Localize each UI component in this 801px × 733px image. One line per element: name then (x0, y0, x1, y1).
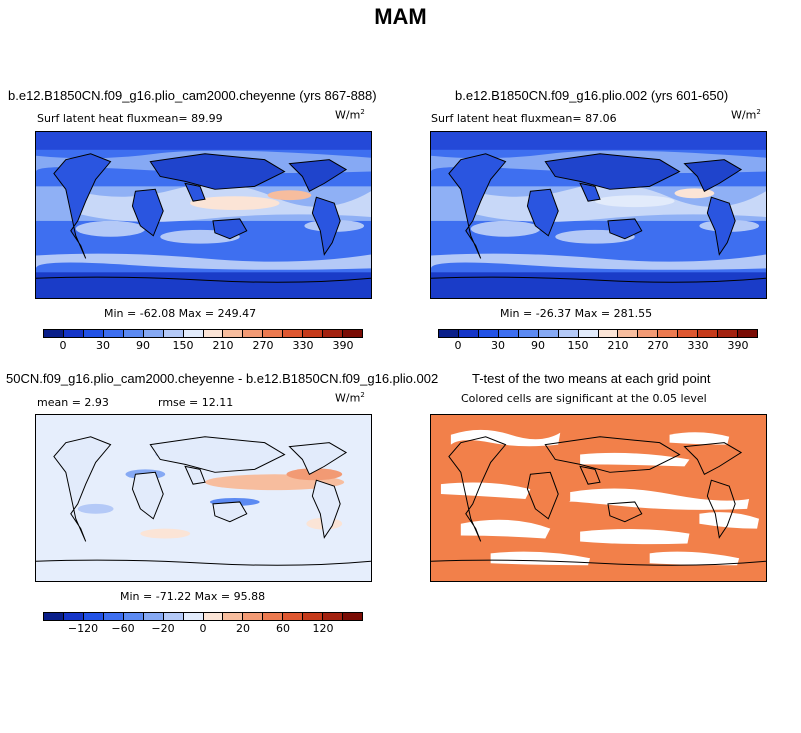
panel2-subtitle: Surf latent heat fluxmean= 87.06 (431, 112, 617, 125)
panel2-colorbar (438, 329, 758, 338)
colorbar-swatch (44, 330, 64, 337)
colorbar-swatch (343, 330, 362, 337)
colorbar-tick-label: 0 (454, 339, 462, 352)
colorbar-tick-label: 390 (332, 339, 354, 352)
panel2-minmax: Min = -26.37 Max = 281.55 (500, 307, 653, 320)
colorbar-swatch (303, 330, 324, 337)
colorbar-swatch (63, 613, 84, 620)
colorbar-swatch (518, 330, 539, 337)
colorbar-tick-label: 150 (567, 339, 589, 352)
panel1-colorbar (43, 329, 363, 338)
colorbar-swatch (618, 330, 639, 337)
colorbar-swatch (598, 330, 619, 337)
panel1-minmax: Min = -62.08 Max = 249.47 (104, 307, 257, 320)
colorbar-tick-label: 150 (172, 339, 194, 352)
colorbar-tick-label: 30 (96, 339, 110, 352)
colorbar-swatch (478, 330, 499, 337)
panel3-colorbar (43, 612, 363, 621)
colorbar-swatch (263, 613, 284, 620)
colorbar-tick-label: 90 (136, 339, 150, 352)
colorbar-swatch (163, 613, 184, 620)
colorbar-swatch (223, 330, 244, 337)
colorbar-swatch (183, 330, 204, 337)
panel3-units: W/m2 (335, 391, 365, 405)
panel3-title: 50CN.f09_g16.plio_cam2000.cheyenne - b.e… (6, 371, 439, 386)
colorbar-swatch (83, 613, 104, 620)
colorbar-swatch (738, 330, 757, 337)
colorbar-swatch (263, 330, 284, 337)
colorbar-swatch (83, 330, 104, 337)
panel2-title: b.e12.B1850CN.f09_g16.plio.002 (yrs 601-… (455, 88, 729, 103)
panel1-title: b.e12.B1850CN.f09_g16.plio_cam2000.cheye… (8, 88, 377, 103)
panel4-map (430, 414, 767, 582)
panel1-map (35, 131, 372, 299)
panel3-mean: mean = 2.93 (37, 396, 109, 409)
colorbar-swatch (123, 613, 144, 620)
colorbar-tick-label: 210 (607, 339, 629, 352)
colorbar-swatch (143, 613, 164, 620)
figure-title: MAM (374, 4, 427, 29)
colorbar-tick-label: 0 (199, 622, 207, 635)
colorbar-swatch (558, 330, 579, 337)
colorbar-swatch (638, 330, 659, 337)
panel3-colorbar-ticks: −120 −60 −20 0 20 60 120 (43, 622, 363, 636)
colorbar-swatch (143, 330, 164, 337)
colorbar-tick-label: 330 (687, 339, 709, 352)
colorbar-swatch (323, 330, 344, 337)
colorbar-tick-label: 210 (212, 339, 234, 352)
colorbar-tick-label: −120 (67, 622, 99, 635)
colorbar-swatch (658, 330, 679, 337)
colorbar-tick-label: 390 (727, 339, 749, 352)
panel2-units: W/m2 (731, 108, 761, 122)
colorbar-swatch (203, 330, 224, 337)
colorbar-swatch (698, 330, 719, 337)
colorbar-tick-label: 120 (312, 622, 334, 635)
colorbar-swatch (123, 330, 144, 337)
panel1-colorbar-ticks: 0 30 90 150 210 270 330 390 (43, 339, 363, 353)
colorbar-tick-label: 20 (236, 622, 250, 635)
colorbar-swatch (343, 613, 362, 620)
colorbar-tick-label: −60 (111, 622, 135, 635)
colorbar-swatch (163, 330, 184, 337)
colorbar-tick-label: 0 (59, 339, 67, 352)
colorbar-swatch (203, 613, 224, 620)
colorbar-swatch (103, 613, 124, 620)
colorbar-swatch (44, 613, 64, 620)
colorbar-swatch (183, 613, 204, 620)
colorbar-swatch (718, 330, 739, 337)
panel3-map (35, 414, 372, 582)
panel4-title: T-test of the two means at each grid poi… (472, 371, 711, 386)
colorbar-tick-label: 270 (647, 339, 669, 352)
colorbar-swatch (283, 613, 304, 620)
colorbar-swatch (283, 330, 304, 337)
panel4-subtitle: Colored cells are significant at the 0.0… (461, 392, 707, 405)
colorbar-swatch (678, 330, 699, 337)
colorbar-swatch (323, 613, 344, 620)
panel3-rmse: rmse = 12.11 (158, 396, 234, 409)
colorbar-swatch (243, 330, 264, 337)
colorbar-swatch (103, 330, 124, 337)
colorbar-swatch (243, 613, 264, 620)
colorbar-swatch (63, 330, 84, 337)
colorbar-swatch (458, 330, 479, 337)
panel2-map (430, 131, 767, 299)
colorbar-tick-label: 330 (292, 339, 314, 352)
colorbar-tick-label: 90 (531, 339, 545, 352)
panel1-subtitle: Surf latent heat fluxmean= 89.99 (37, 112, 223, 125)
panel1-units: W/m2 (335, 108, 365, 122)
colorbar-swatch (538, 330, 559, 337)
panel2-colorbar-ticks: 0 30 90 150 210 270 330 390 (438, 339, 758, 353)
colorbar-swatch (223, 613, 244, 620)
colorbar-tick-label: 60 (276, 622, 290, 635)
colorbar-swatch (303, 613, 324, 620)
colorbar-tick-label: −20 (151, 622, 175, 635)
colorbar-swatch (498, 330, 519, 337)
panel3-minmax: Min = -71.22 Max = 95.88 (120, 590, 266, 603)
colorbar-swatch (439, 330, 459, 337)
colorbar-tick-label: 270 (252, 339, 274, 352)
colorbar-swatch (578, 330, 599, 337)
colorbar-tick-label: 30 (491, 339, 505, 352)
